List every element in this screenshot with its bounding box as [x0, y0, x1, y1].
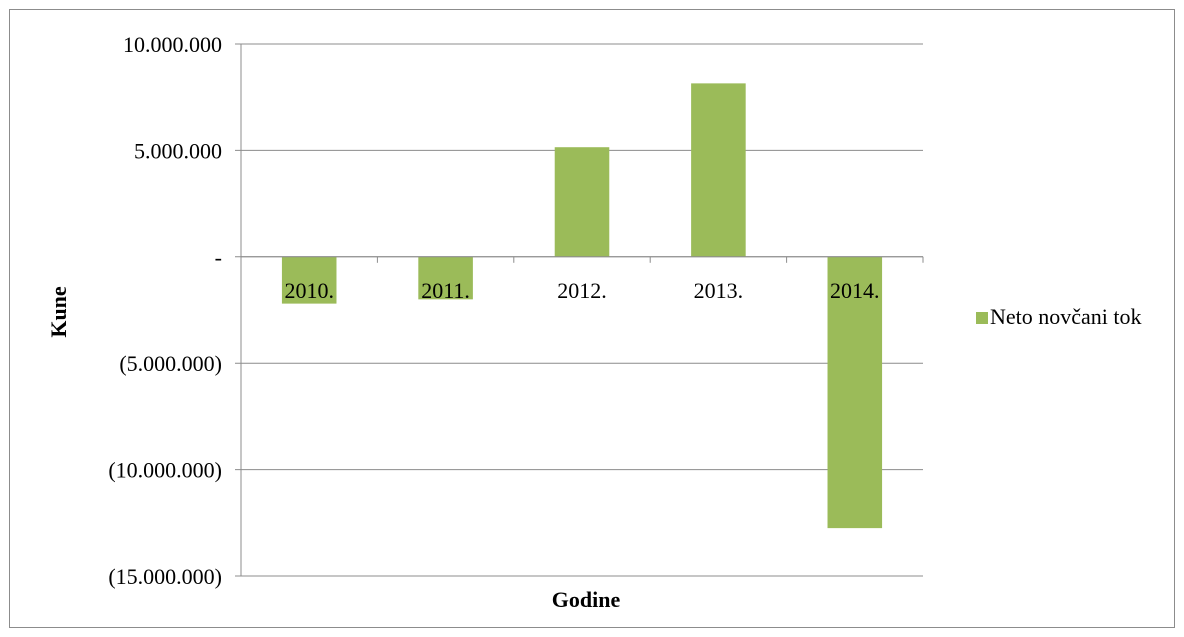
x-tick-label: 2013. — [694, 278, 744, 303]
y-tick-label: 10.000.000 — [123, 32, 222, 57]
x-tick-label: 2011. — [421, 278, 470, 303]
legend-swatch — [976, 312, 988, 324]
y-tick-label: (10.000.000) — [108, 458, 222, 483]
bar-2013 — [691, 83, 746, 257]
bar-2012 — [554, 147, 610, 257]
y-tick-label: - — [215, 245, 222, 270]
y-tick-label: (5.000.000) — [119, 351, 222, 376]
y-tick-label: 5.000.000 — [134, 138, 222, 163]
bar-2014 — [827, 256, 883, 529]
axes — [240, 44, 924, 576]
gridlines — [235, 43, 923, 577]
bar-2010 — [281, 256, 337, 304]
y-tick-label: (15.000.000) — [108, 564, 222, 589]
x-tick-label: 2014. — [830, 278, 880, 303]
legend-label: Neto novčani tok — [990, 304, 1142, 329]
x-axis-title: Godine — [552, 587, 621, 612]
x-axis-tick-labels: 2010. 2011. 2012. 2013. 2014. — [284, 278, 879, 303]
x-tick-label: 2012. — [557, 278, 607, 303]
bar-2011 — [418, 256, 473, 300]
legend: Neto novčani tok — [976, 304, 1142, 329]
x-tick-label: 2010. — [284, 278, 334, 303]
y-axis-title: Kune — [46, 286, 71, 338]
y-axis-tick-labels: 10.000.000 5.000.000 - (5.000.000) (10.000.0… — [108, 32, 222, 589]
bars — [281, 83, 883, 529]
